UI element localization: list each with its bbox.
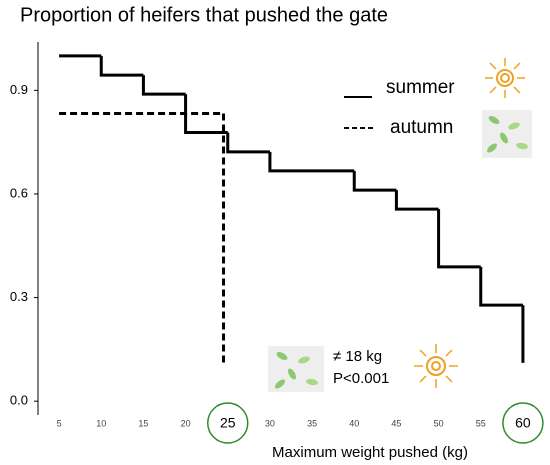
step-line <box>479 266 523 307</box>
step-line <box>394 190 439 211</box>
legend-label: summer <box>386 77 455 98</box>
step-line <box>99 55 144 77</box>
x-tick-label: 30 <box>265 418 275 428</box>
step-line <box>352 170 397 192</box>
x-tick-label: 55 <box>476 418 486 428</box>
x-tick-label: 45 <box>391 418 401 428</box>
tick-highlight <box>207 402 249 444</box>
step-line <box>141 75 186 96</box>
step-line <box>268 151 355 173</box>
y-tick-label: 0.0 <box>10 393 28 408</box>
step-line <box>226 132 270 154</box>
x-tick-label: 5 <box>57 418 62 428</box>
x-tick-label: 20 <box>181 418 191 428</box>
legend-label: autumn <box>390 117 453 138</box>
x-tick-label: 50 <box>434 418 444 428</box>
chart-title: Proportion of heifers that pushed the ga… <box>20 4 388 26</box>
x-tick-label: 40 <box>349 418 359 428</box>
step-line <box>437 209 481 269</box>
annotation: P<0.001 <box>333 370 389 387</box>
step-line <box>184 94 228 134</box>
y-tick-label: 0.3 <box>10 289 28 304</box>
sun-icon <box>485 58 525 98</box>
x-tick-label: 60 <box>515 415 531 431</box>
annotation: ≠ 18 kg <box>333 348 382 365</box>
x-axis-label: Maximum weight pushed (kg) <box>272 444 468 461</box>
x-tick-label: 10 <box>96 418 106 428</box>
sun-icon <box>414 344 458 388</box>
tick-highlight <box>502 402 544 444</box>
x-tick-label: 35 <box>307 418 317 428</box>
x-tick-label: 15 <box>138 418 148 428</box>
y-tick-label: 0.6 <box>10 185 28 200</box>
x-tick-label: 25 <box>220 415 236 431</box>
leaves-icon <box>268 346 324 392</box>
leaves-icon <box>482 110 532 158</box>
y-tick-label: 0.9 <box>10 82 28 97</box>
